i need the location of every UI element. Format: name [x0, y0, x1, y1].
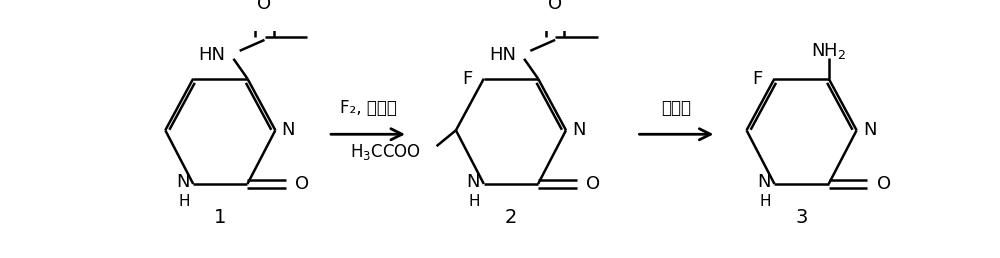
Text: N: N [757, 173, 771, 191]
Text: NH$_2$: NH$_2$ [811, 41, 846, 61]
Text: 1: 1 [214, 208, 227, 227]
Text: 氨甲醇: 氨甲醇 [661, 99, 691, 117]
Text: N: N [572, 121, 586, 139]
Text: O: O [296, 175, 310, 193]
Text: N: N [466, 173, 480, 191]
Text: HN: HN [489, 46, 516, 64]
Text: F: F [753, 70, 763, 88]
Text: H$_3$CCOO: H$_3$CCOO [350, 142, 421, 162]
Text: O: O [257, 0, 272, 13]
Text: O: O [548, 0, 562, 13]
Text: H: H [178, 194, 190, 209]
Text: N: N [282, 121, 295, 139]
Text: HN: HN [199, 46, 226, 64]
Text: 2: 2 [505, 208, 517, 227]
Text: H: H [759, 194, 771, 209]
Text: 3: 3 [795, 208, 808, 227]
Text: H: H [469, 194, 480, 209]
Text: N: N [176, 173, 189, 191]
Text: O: O [877, 175, 891, 193]
Text: F₂, 冰乙酸: F₂, 冰乙酸 [340, 99, 396, 117]
Text: F: F [462, 70, 472, 88]
Text: O: O [586, 175, 600, 193]
Text: N: N [863, 121, 876, 139]
